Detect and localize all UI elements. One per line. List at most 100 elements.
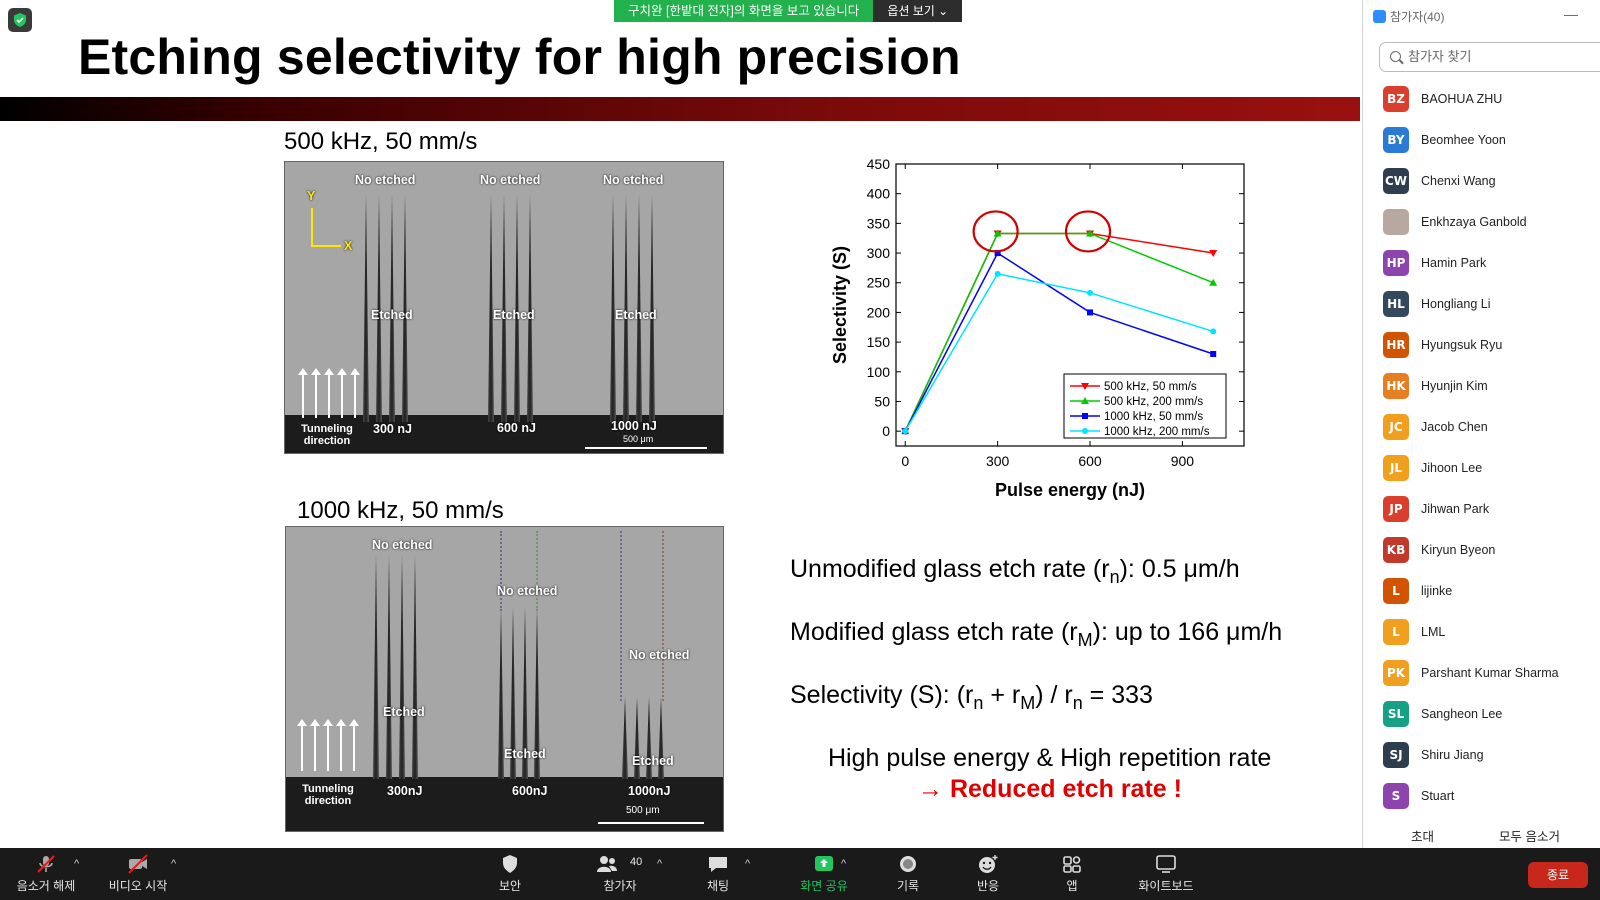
label-etched-1: Etched bbox=[371, 308, 413, 322]
y-axis-label: Selectivity (S) bbox=[830, 246, 850, 364]
participant-row[interactable]: BY Beomhee Yoon bbox=[1363, 119, 1600, 160]
needle bbox=[649, 194, 655, 422]
data-point bbox=[1082, 428, 1088, 434]
y-tick-label: 250 bbox=[867, 275, 891, 291]
y-tick-label: 400 bbox=[867, 186, 891, 202]
start-video-button[interactable]: 비디오 시작 bbox=[102, 848, 174, 900]
needle bbox=[389, 194, 395, 422]
share-options-caret[interactable]: ^ bbox=[841, 858, 847, 870]
data-point bbox=[1087, 309, 1094, 316]
participant-name: Chenxi Wang bbox=[1421, 173, 1496, 188]
minimize-icon[interactable]: — bbox=[1564, 6, 1578, 22]
data-point bbox=[902, 428, 909, 435]
whiteboard-button[interactable]: 화이트보드 bbox=[1131, 848, 1201, 900]
chat-button[interactable]: 채팅 bbox=[700, 848, 736, 900]
participant-row[interactable]: HK Hyunjin Kim bbox=[1363, 365, 1600, 406]
participant-row[interactable]: PK Parshant Kumar Sharma bbox=[1363, 652, 1600, 693]
participant-name: Hamin Park bbox=[1421, 255, 1487, 270]
top-microscope-image: No etched No etched No etched Etched Etc… bbox=[284, 161, 724, 454]
participants-button[interactable]: 40 참가자 bbox=[590, 848, 650, 900]
data-point bbox=[993, 229, 1002, 237]
legend-box bbox=[1063, 373, 1227, 439]
energy-label-2: 600 nJ bbox=[497, 421, 536, 435]
participant-row[interactable]: JL Jihoon Lee bbox=[1363, 447, 1600, 488]
y-tick-label: 450 bbox=[867, 156, 891, 172]
participant-row[interactable]: JC Jacob Chen bbox=[1363, 406, 1600, 447]
security-shield-icon[interactable] bbox=[8, 8, 32, 32]
security-button[interactable]: 보안 bbox=[490, 848, 530, 900]
highlight-circle bbox=[972, 210, 1019, 253]
participants-options-caret[interactable]: ^ bbox=[657, 858, 663, 870]
data-point bbox=[1209, 278, 1218, 286]
modified-etch-rate: Modified glass etch rate (rM): up to 166… bbox=[790, 618, 1283, 650]
participants-title: 참가자(40) bbox=[1390, 10, 1445, 24]
x-tick-label: 600 bbox=[1078, 453, 1102, 469]
invite-button[interactable]: 초대 bbox=[1411, 830, 1435, 844]
avatar: SL bbox=[1383, 700, 1409, 727]
tunneling-direction-label: Tunneling direction bbox=[301, 423, 353, 447]
needle bbox=[399, 555, 405, 779]
avatar: L bbox=[1383, 618, 1409, 645]
participant-name: Jihoon Lee bbox=[1421, 460, 1483, 475]
data-point bbox=[1082, 413, 1088, 419]
end-meeting-button[interactable]: 종료 bbox=[1528, 862, 1588, 888]
conclusion-line-2: → Reduced etch rate ! bbox=[918, 775, 1182, 803]
energy-label-3: 1000 nJ bbox=[611, 419, 657, 433]
avatar: PK bbox=[1383, 659, 1409, 686]
plot-frame bbox=[895, 163, 1245, 447]
participant-row[interactable]: SJ Shiru Jiang bbox=[1363, 734, 1600, 775]
label-etched-3: Etched bbox=[615, 308, 657, 322]
x-tick-label: 300 bbox=[986, 453, 1010, 469]
energy-label-1: 300 nJ bbox=[373, 422, 412, 436]
participant-row[interactable]: KB Kiryun Byeon bbox=[1363, 529, 1600, 570]
participant-row[interactable]: CW Chenxi Wang bbox=[1363, 160, 1600, 201]
view-options-button[interactable]: 옵션 보기 ⌄ bbox=[873, 0, 963, 22]
avatar: SJ bbox=[1383, 741, 1409, 768]
video-options-caret[interactable]: ^ bbox=[171, 858, 177, 870]
needle bbox=[363, 194, 369, 422]
tunneling-arrow bbox=[324, 368, 334, 418]
legend-label: 1000 kHz, 200 mm/s bbox=[1104, 426, 1210, 438]
filament-dots bbox=[620, 531, 664, 701]
x-tick-label: 0 bbox=[901, 453, 909, 469]
label-no-etched-1: No etched bbox=[355, 173, 416, 187]
apps-icon bbox=[1063, 856, 1081, 873]
audio-options-caret[interactable]: ^ bbox=[74, 858, 80, 870]
unmute-button[interactable]: 음소거 해제 bbox=[10, 848, 82, 900]
axis-y-line bbox=[311, 208, 313, 246]
tunneling-arrow bbox=[337, 368, 347, 418]
data-point bbox=[1210, 350, 1217, 357]
participant-row[interactable]: JP Jihwan Park bbox=[1363, 488, 1600, 529]
reactions-button[interactable]: 반응 bbox=[972, 848, 1004, 900]
participant-search-input[interactable]: 참가자 찾기 bbox=[1379, 42, 1600, 72]
whiteboard-icon bbox=[1156, 855, 1176, 873]
participant-row[interactable]: HP Hamin Park bbox=[1363, 242, 1600, 283]
x-axis-label: Pulse energy (nJ) bbox=[995, 480, 1145, 500]
share-screen-button[interactable]: 화면 공유 bbox=[793, 848, 855, 900]
participant-row[interactable]: Enkhzaya Ganbold bbox=[1363, 201, 1600, 242]
participant-row[interactable]: HR Hyungsuk Ryu bbox=[1363, 324, 1600, 365]
participant-name: LML bbox=[1421, 624, 1446, 639]
mute-all-button[interactable]: 모두 음소거 bbox=[1499, 830, 1560, 844]
series-line bbox=[904, 232, 1214, 432]
participant-row[interactable]: L LML bbox=[1363, 611, 1600, 652]
energy-label-2: 600nJ bbox=[512, 784, 548, 798]
needle bbox=[386, 555, 392, 779]
apps-button[interactable]: 앱 bbox=[1060, 848, 1084, 900]
participant-name: Kiryun Byeon bbox=[1421, 542, 1496, 557]
participant-name: Stuart bbox=[1421, 788, 1455, 803]
chat-options-caret[interactable]: ^ bbox=[745, 858, 751, 870]
participant-name: Beomhee Yoon bbox=[1421, 132, 1506, 147]
record-button[interactable]: 기록 bbox=[890, 848, 926, 900]
avatar: BZ bbox=[1383, 85, 1409, 112]
energy-label-3: 1000nJ bbox=[628, 784, 671, 798]
participant-row[interactable]: BZ BAOHUA ZHU bbox=[1363, 78, 1600, 119]
y-tick-label: 350 bbox=[867, 215, 891, 231]
axis-x-line bbox=[311, 245, 341, 247]
participant-row[interactable]: S Stuart bbox=[1363, 775, 1600, 816]
participant-row[interactable]: HL Hongliang Li bbox=[1363, 283, 1600, 324]
needle bbox=[534, 607, 540, 779]
top-panel-label: 500 kHz, 50 mm/s bbox=[284, 128, 478, 155]
participant-row[interactable]: SL Sangheon Lee bbox=[1363, 693, 1600, 734]
